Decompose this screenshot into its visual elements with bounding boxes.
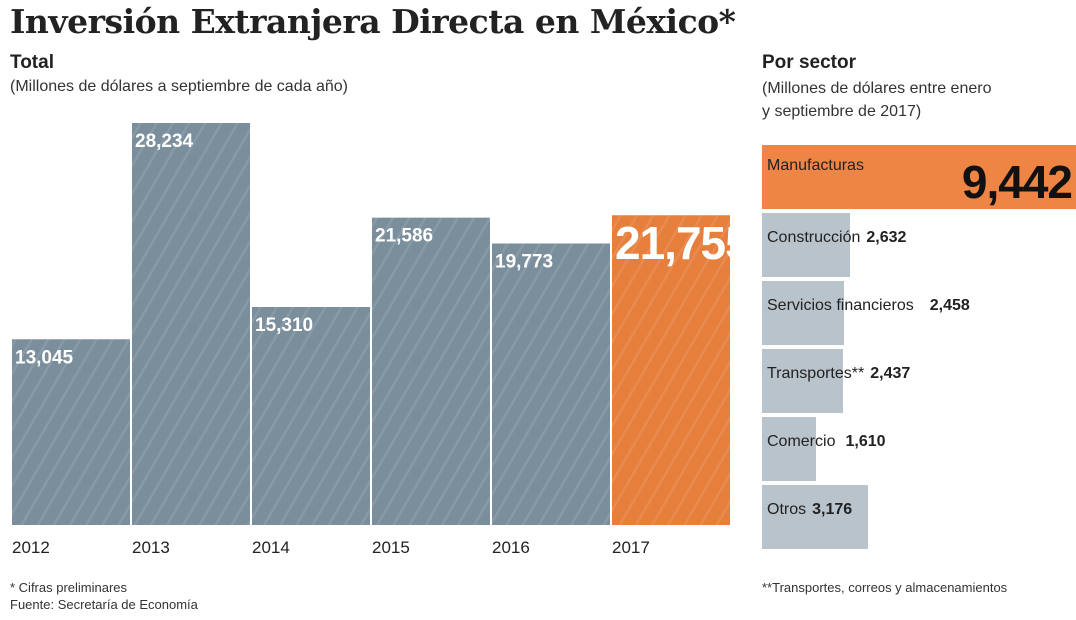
sector-subtitle-line2: y septiembre de 2017) bbox=[762, 103, 922, 120]
sector-value-transportes: 2,437 bbox=[870, 365, 911, 382]
value-label-2017: 21,755 bbox=[615, 217, 750, 269]
sector-label-construccion: Construcción bbox=[767, 229, 861, 246]
footnote-source: Fuente: Secretaría de Economía bbox=[10, 597, 198, 612]
sector-row-manufacturas: Manufacturas 9,442 bbox=[762, 145, 1076, 213]
sector-value-manufacturas: 9,442 bbox=[961, 156, 1073, 208]
footnote-transportes: **Transportes, correos y almacenamientos bbox=[762, 580, 1008, 595]
year-label-2013: 2013 bbox=[132, 538, 170, 557]
sector-row-construccion: Construcción 2,632 bbox=[762, 213, 1076, 281]
sector-value-otros: 3,176 bbox=[812, 501, 853, 518]
sector-bar-construccion bbox=[762, 213, 850, 277]
chart-title: Inversión Extranjera Directa en México* bbox=[10, 2, 736, 41]
sector-bar-servicios-financieros bbox=[762, 281, 844, 345]
year-label-2016: 2016 bbox=[492, 538, 530, 557]
bar-texture-2014 bbox=[252, 307, 370, 525]
bar-texture-2017 bbox=[612, 215, 730, 525]
value-label-2012: 13,045 bbox=[15, 347, 74, 368]
total-bar-chart: 13,045 2012 28,234 2013 15,310 2014 21,586 2015… bbox=[12, 123, 750, 557]
bar-texture-2016 bbox=[492, 243, 610, 526]
sector-value-comercio: 1,610 bbox=[845, 433, 886, 450]
sector-label-transportes: Transportes** bbox=[767, 365, 865, 382]
value-label-2014: 15,310 bbox=[255, 315, 313, 336]
sector-label-otros: Otros bbox=[767, 501, 807, 518]
bar-texture-2012 bbox=[12, 339, 130, 525]
total-heading: Total bbox=[10, 52, 54, 73]
sector-row-comercio: Comercio 1,610 bbox=[762, 417, 1076, 485]
bar-texture-2013 bbox=[132, 123, 250, 525]
sector-value-construccion: 2,632 bbox=[866, 229, 907, 246]
year-label-2017: 2017 bbox=[612, 538, 650, 557]
value-label-2015: 21,586 bbox=[375, 226, 433, 247]
sector-row-servicios-financieros: Servicios financieros 2,458 bbox=[762, 281, 1076, 349]
total-subtitle: (Millones de dólares a septiembre de cad… bbox=[10, 78, 348, 95]
value-label-2016: 19,773 bbox=[495, 251, 553, 272]
footnote-preliminary: * Cifras preliminares bbox=[10, 580, 128, 595]
year-label-2014: 2014 bbox=[252, 538, 290, 557]
sector-label-manufacturas: Manufacturas bbox=[767, 157, 864, 174]
sector-subtitle-line1: (Millones de dólares entre enero bbox=[762, 80, 992, 97]
sector-bar-manufacturas bbox=[762, 145, 1076, 209]
value-label-2013: 28,234 bbox=[135, 131, 194, 152]
year-label-2012: 2012 bbox=[12, 538, 50, 557]
sector-bar-otros bbox=[762, 485, 868, 549]
sector-label-servicios-financieros: Servicios financieros bbox=[767, 297, 914, 314]
sector-bar-transportes bbox=[762, 349, 843, 413]
sector-label-comercio: Comercio bbox=[767, 433, 836, 450]
sector-heading: Por sector bbox=[762, 52, 856, 73]
sector-bar-chart: Manufacturas 9,442 Construcción 2,632 Ser… bbox=[762, 145, 1076, 553]
sector-row-transportes: Transportes** 2,437 bbox=[762, 349, 1076, 417]
sector-value-servicios-financieros: 2,458 bbox=[929, 297, 970, 314]
bar-texture-2015 bbox=[372, 217, 490, 525]
sector-row-otros: Otros 3,176 bbox=[762, 485, 1076, 553]
sector-bar-comercio bbox=[762, 417, 816, 481]
year-label-2015: 2015 bbox=[372, 538, 410, 557]
